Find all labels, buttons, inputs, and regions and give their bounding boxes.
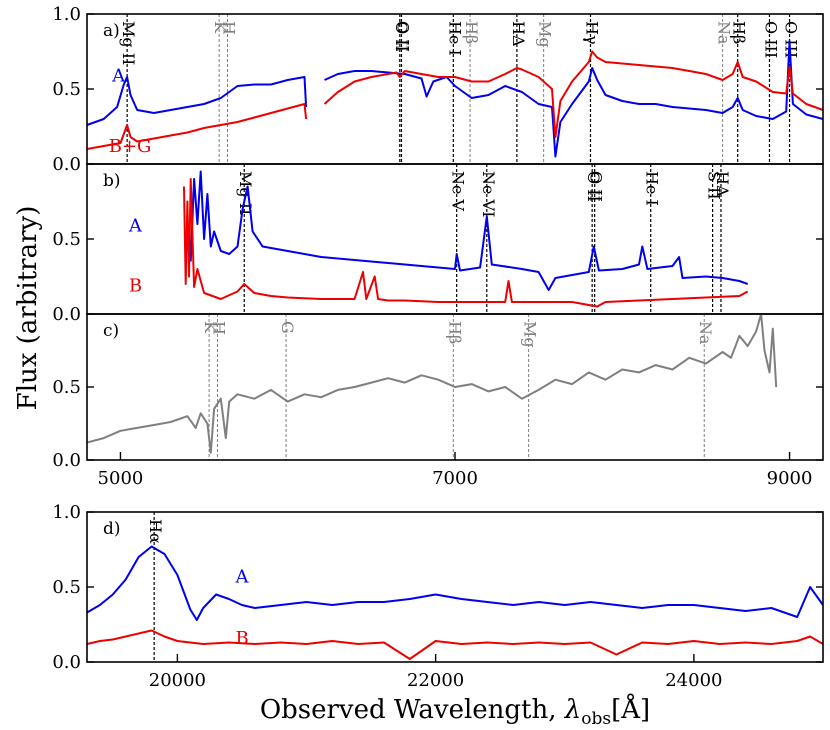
- line-label-b-2: Ne VI: [479, 171, 498, 217]
- y-tick-label-c-1: 0.5: [52, 377, 81, 398]
- line-label-a-11: Hβ: [730, 21, 749, 44]
- panel-label-a: a): [103, 21, 120, 41]
- x-tick-label-c-1: 7000: [432, 468, 478, 489]
- series-label-b-1: B: [129, 276, 142, 297]
- y-axis-label: Flux (arbitrary): [13, 206, 43, 411]
- y-tick-label-b-1: 0.5: [52, 229, 81, 250]
- line-label-a-8: Mg: [536, 21, 555, 48]
- series-line-d-a-0: [87, 545, 823, 621]
- line-label-c-1: H: [209, 321, 228, 335]
- series-label-b-0: A: [128, 216, 143, 237]
- x-axis-label: Observed Wavelength, λobs[Å]: [260, 693, 650, 729]
- series-line-b-b-0: [183, 178, 749, 308]
- line-label-a-6: Hβ: [462, 21, 481, 44]
- x-axis-label-symbol: λ: [564, 695, 581, 725]
- line-label-c-5: Na: [696, 321, 715, 345]
- line-label-d-0: Hα: [146, 519, 165, 544]
- series-line-a-b-g-0: [87, 103, 308, 150]
- line-label-a-4: O II: [393, 21, 412, 52]
- line-label-b-5: He I: [643, 171, 662, 206]
- line-label-b-6: S II: [705, 171, 724, 200]
- x-tick-label-c-2: 9000: [767, 468, 813, 489]
- line-label-a-13: O III: [782, 21, 801, 58]
- line-label-c-3: Hβ: [445, 321, 464, 344]
- panel-d: Hα A Bd) 0.0 0.5 1.0 20000 22000 24000: [52, 502, 824, 691]
- line-label-a-7: HΔ: [509, 21, 528, 47]
- line-label-b-4: O II: [587, 171, 606, 202]
- y-tick-label-d-2: 1.0: [52, 502, 81, 523]
- y-tick-label-a-1: 0.5: [52, 79, 81, 100]
- y-tick-label-d-1: 0.5: [52, 577, 81, 598]
- line-label-b-7: HΔ: [713, 171, 732, 197]
- panel-label-c: c): [103, 321, 119, 341]
- line-label-c-4: Mg: [521, 321, 540, 348]
- line-label-a-12: O III: [761, 21, 780, 58]
- series-label-d-0: A: [234, 567, 249, 588]
- panel-label-d: d): [103, 519, 121, 539]
- y-tick-label-d-0: 0.0: [52, 652, 81, 673]
- series-label-a-1: B+G: [109, 136, 152, 157]
- line-label-a-1: K: [211, 21, 230, 34]
- x-tick-label-d-1: 22000: [407, 670, 464, 691]
- y-tick-label-c-0: 0.0: [52, 450, 81, 471]
- line-label-a-0: Mg II: [119, 21, 138, 65]
- x-tick-label-d-2: 24000: [665, 670, 722, 691]
- line-label-b-1: Ne V: [449, 171, 468, 212]
- line-label-a-2: H: [220, 21, 239, 35]
- x-axis-label-subscript: obs: [581, 709, 611, 729]
- series-line-d-b-0: [87, 629, 823, 660]
- panel-d-frame: [86, 511, 824, 663]
- line-label-a-10: Na: [715, 21, 734, 45]
- series-label-a-0: A: [111, 66, 126, 87]
- y-tick-label-a-0: 0.0: [52, 154, 81, 175]
- series-line-a-b-g-1: [323, 50, 823, 138]
- x-tick-label-d-0: 20000: [149, 670, 206, 691]
- x-tick-label-c-0: 5000: [98, 468, 144, 489]
- y-tick-label-b-0: 0.0: [52, 304, 81, 325]
- y-tick-label-a-2: 1.0: [52, 4, 81, 25]
- panel-label-b: b): [103, 171, 121, 191]
- series-line-a-a-1: [324, 40, 823, 158]
- series-line-b-a-0: [189, 170, 749, 291]
- series-label-d-1: B: [235, 628, 248, 649]
- series-line-a-a-0: [87, 76, 308, 126]
- line-label-c-0: K: [201, 321, 220, 334]
- line-label-a-5: He I: [445, 21, 464, 56]
- x-axis-label-text: Observed Wavelength,: [260, 695, 565, 725]
- line-label-b-3: O II: [584, 171, 603, 202]
- panel-c: KH G Hβ Mg Na c) 0.0 0.5 5000 7000 9000: [52, 313, 824, 489]
- line-label-a-9: Hγ: [582, 21, 601, 45]
- x-axis-label-unit: [Å]: [611, 693, 650, 725]
- series-line-c-galaxy-0: [87, 314, 778, 454]
- line-label-c-2: G: [278, 321, 297, 334]
